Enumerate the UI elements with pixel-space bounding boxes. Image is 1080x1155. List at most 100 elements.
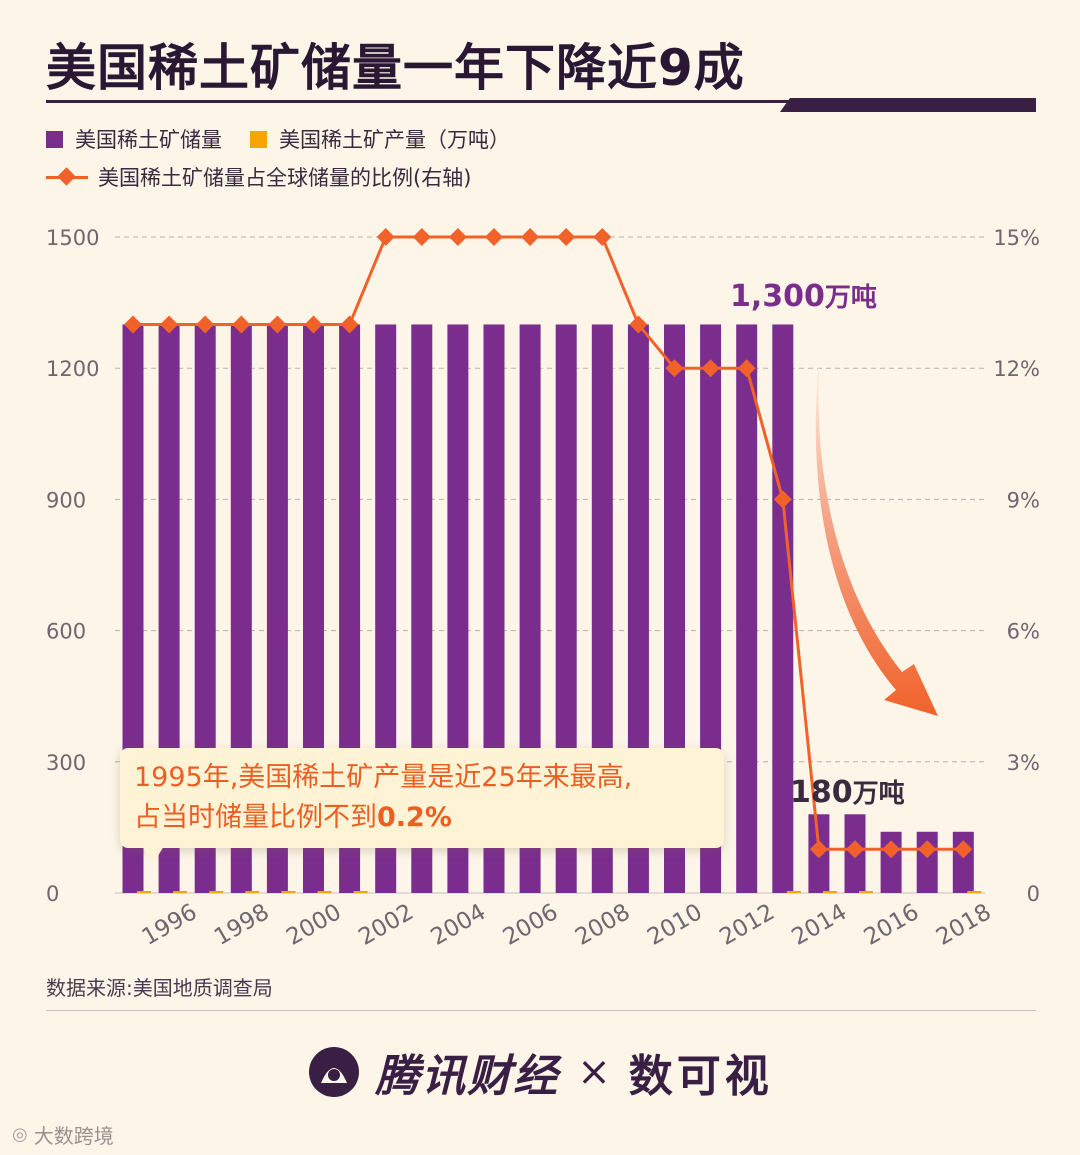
reserves-bar[interactable] xyxy=(736,324,758,893)
share-point[interactable] xyxy=(196,315,215,334)
share-point[interactable] xyxy=(918,840,937,859)
right-tick-label: 15% xyxy=(993,226,1040,250)
share-point[interactable] xyxy=(629,315,648,334)
production-bar[interactable] xyxy=(317,891,332,893)
peak-label: 1,300万吨 xyxy=(730,279,877,314)
title-tab xyxy=(780,98,1036,112)
x-tick-label: 1998 xyxy=(210,899,274,951)
share-point[interactable] xyxy=(485,228,503,246)
share-point[interactable] xyxy=(954,840,973,859)
low-label: 180万吨 xyxy=(790,775,905,810)
x-tick-label: 2010 xyxy=(643,899,707,951)
legend-label-production: 美国稀土矿产量（万吨） xyxy=(279,128,510,152)
share-point[interactable] xyxy=(809,840,828,859)
share-point[interactable] xyxy=(304,315,323,334)
production-bar[interactable] xyxy=(859,891,873,893)
callout-line-2-value: 0.2% xyxy=(377,802,452,833)
right-axis: 0 3% 6% 9% 12% 15% xyxy=(993,226,1040,906)
legend: 美国稀土矿储量 美国稀土矿产量（万吨） xyxy=(46,124,538,154)
legend-line: 美国稀土矿储量占全球储量的比例(右轴) xyxy=(46,162,499,192)
share-point[interactable] xyxy=(232,315,251,334)
x-tick-label: 2006 xyxy=(499,899,563,951)
footer-rule xyxy=(46,1010,1036,1011)
production-bar[interactable] xyxy=(967,891,982,893)
x-tick-label: 2008 xyxy=(571,899,635,951)
share-point[interactable] xyxy=(376,228,395,246)
production-bar[interactable] xyxy=(822,891,837,893)
right-tick-label: 0 xyxy=(1027,882,1040,906)
share-point[interactable] xyxy=(412,228,431,246)
low-label-value: 180 xyxy=(790,775,853,810)
production-bar[interactable] xyxy=(281,891,296,893)
brand-name: 腾讯财经 xyxy=(375,1051,560,1102)
production-bar[interactable] xyxy=(353,891,368,893)
production-bar[interactable] xyxy=(137,891,151,893)
brand-logo-icon xyxy=(309,1047,360,1097)
low-label-unit: 万吨 xyxy=(853,779,905,809)
source-note: 数据来源:美国地质调查局 xyxy=(46,976,273,1000)
share-point[interactable] xyxy=(521,228,540,246)
peak-label-value: 1,300 xyxy=(730,279,825,314)
legend-item-share[interactable]: 美国稀土矿储量占全球储量的比例(右轴) xyxy=(46,162,471,192)
share-point[interactable] xyxy=(557,228,576,246)
x-tick-label: 2012 xyxy=(715,899,779,951)
callout-line-2: 占当时储量比例不到0.2% xyxy=(134,798,710,838)
left-tick-label: 900 xyxy=(46,488,86,512)
brand-partner: 数可视 xyxy=(628,1051,773,1102)
share-point[interactable] xyxy=(160,315,179,334)
share-point[interactable] xyxy=(882,840,901,859)
production-bars xyxy=(137,891,982,893)
corner-watermark-text: 大数跨境 xyxy=(33,1124,114,1148)
share-point[interactable] xyxy=(448,228,467,246)
x-tick-label: 2014 xyxy=(788,899,852,951)
right-tick-label: 9% xyxy=(1007,488,1040,512)
trend-arrow-icon xyxy=(815,352,938,716)
production-bar[interactable] xyxy=(245,891,260,893)
callout-tail xyxy=(142,846,164,864)
brand-footer: 腾讯财经 × 数可视 xyxy=(0,1040,1080,1104)
share-point[interactable] xyxy=(124,315,142,334)
right-tick-label: 12% xyxy=(993,357,1040,381)
x-axis: 1996 1998 2000 2002 2004 2006 2008 2010 2012 2014… xyxy=(138,899,996,951)
share-point[interactable] xyxy=(340,315,359,334)
share-point[interactable] xyxy=(773,490,792,509)
share-point[interactable] xyxy=(665,359,684,378)
x-tick-label: 2004 xyxy=(427,899,491,951)
left-tick-label: 1500 xyxy=(46,226,99,250)
legend-item-production[interactable]: 美国稀土矿产量（万吨） xyxy=(250,124,510,154)
production-bar[interactable] xyxy=(173,891,188,893)
page-title: 美国稀土矿储量一年下降近9成 xyxy=(46,39,745,97)
share-line xyxy=(124,228,973,859)
legend-swatch-share xyxy=(46,167,88,187)
left-axis: 0 300 600 900 1200 1500 xyxy=(46,226,99,906)
watermark-icon: ◎ xyxy=(12,1124,28,1145)
left-tick-label: 600 xyxy=(46,620,86,644)
left-tick-label: 0 xyxy=(46,882,59,906)
x-tick-label: 2016 xyxy=(860,899,924,951)
callout-box: 1995年,美国稀土矿产量是近25年来最高, 占当时储量比例不到0.2% xyxy=(120,748,724,848)
production-bar[interactable] xyxy=(209,891,224,893)
share-point[interactable] xyxy=(737,359,756,378)
corner-watermark: ◎ 大数跨境 xyxy=(12,1120,114,1149)
brand-separator: × xyxy=(577,1049,611,1095)
legend-label-share: 美国稀土矿储量占全球储量的比例(右轴) xyxy=(98,166,472,190)
share-point[interactable] xyxy=(268,315,287,334)
legend-label-reserves: 美国稀土矿储量 xyxy=(75,128,222,152)
left-tick-label: 300 xyxy=(46,751,86,775)
title-rule xyxy=(46,100,1036,103)
callout-line-2-text: 占当时储量比例不到 xyxy=(134,802,377,833)
legend-swatch-production xyxy=(250,130,267,148)
x-tick-label: 1996 xyxy=(138,899,202,951)
x-tick-label: 2000 xyxy=(282,899,346,951)
share-point[interactable] xyxy=(701,359,720,378)
right-tick-label: 3% xyxy=(1007,751,1040,775)
legend-swatch-reserves xyxy=(46,130,63,148)
share-point[interactable] xyxy=(846,840,864,859)
legend-item-reserves[interactable]: 美国稀土矿储量 xyxy=(46,124,222,154)
share-point[interactable] xyxy=(593,228,612,246)
reserves-bar[interactable] xyxy=(772,324,794,893)
production-bar[interactable] xyxy=(786,891,801,893)
peak-label-unit: 万吨 xyxy=(825,283,877,313)
callout-line-1: 1995年,美国稀土矿产量是近25年来最高, xyxy=(134,762,633,793)
x-tick-label: 2018 xyxy=(932,899,996,951)
